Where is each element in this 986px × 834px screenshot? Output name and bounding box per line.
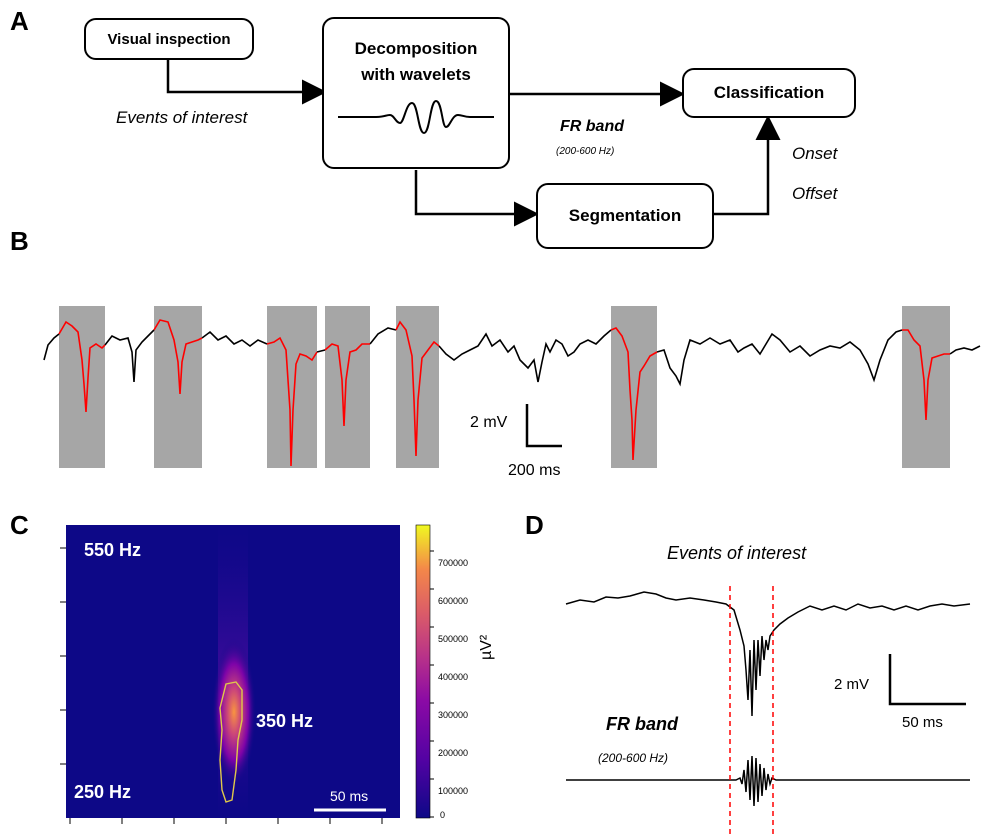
colorbar-tick-label: 300000 <box>438 710 469 720</box>
event-window <box>325 306 370 468</box>
eeg-trace <box>43 327 981 387</box>
colorbar-tick-label: 600000 <box>438 596 469 606</box>
arrow-visual-to-decomposition <box>166 58 327 105</box>
scale-bar-b <box>525 404 562 448</box>
raw-event-trace <box>565 591 971 717</box>
fr-range-label-a: (200-600 Hz) <box>556 146 615 157</box>
colorbar-tick-label: 100000 <box>438 786 469 796</box>
colorbar-tick-label-zero: 0 <box>440 810 446 820</box>
scale-voltage-d: 2 mV <box>834 676 870 693</box>
panel-label-d: D <box>525 510 544 540</box>
arrow-segmentation-to-classification <box>714 115 781 216</box>
colorbar-ticks <box>430 550 434 818</box>
event-traces <box>58 319 950 467</box>
colorbar-tick-label: 500000 <box>438 634 469 644</box>
wavelet-icon <box>338 99 494 135</box>
decomposition-label-line1: Decomposition <box>354 39 478 58</box>
onset-label: Onset <box>792 144 838 163</box>
power-hotspot <box>212 638 256 786</box>
panel-label-b: B <box>10 226 29 256</box>
freq-label-350: 350 Hz <box>256 711 314 731</box>
colorbar-tick-label: 200000 <box>438 748 469 758</box>
colorbar-tick-labels: 700000 600000 500000 400000 300000 20000… <box>438 544 468 810</box>
classification-box: Classification <box>682 68 856 118</box>
visual-inspection-box: Visual inspection <box>84 18 254 60</box>
event-windows <box>59 306 950 468</box>
decomposition-box: Decomposition with wavelets <box>322 17 510 169</box>
scale-time-c: 50 ms <box>330 788 369 804</box>
visual-inspection-label: Visual inspection <box>107 30 231 48</box>
events-of-interest-label-d: Events of interest <box>667 543 807 563</box>
classification-label: Classification <box>713 83 825 102</box>
segmentation-box: Segmentation <box>536 183 714 249</box>
offset-label: Offset <box>792 184 838 203</box>
scale-voltage-b: 2 mV <box>470 414 508 431</box>
freq-label-250: 250 Hz <box>74 782 132 802</box>
fr-range-label-d: (200-600 Hz) <box>598 751 669 765</box>
panel-label-c: C <box>10 510 29 540</box>
fr-band-label-d: FR band <box>606 714 678 734</box>
event-window <box>154 306 202 468</box>
arrow-decomposition-to-segmentation <box>414 170 539 227</box>
event-window <box>396 306 439 468</box>
event-window <box>59 306 105 468</box>
colorbar <box>415 524 431 819</box>
significance-contour <box>219 681 243 803</box>
scale-time-b: 200 ms <box>508 462 561 479</box>
scale-bar-d <box>888 654 966 706</box>
segmentation-label: Segmentation <box>568 206 682 225</box>
scale-time-d: 50 ms <box>902 714 943 731</box>
panel-label-a: A <box>10 6 29 36</box>
decomposition-label-line2: with wavelets <box>361 65 471 84</box>
fr-band-label-a: FR band <box>560 118 624 135</box>
spectrogram-ticks <box>60 547 383 824</box>
colorbar-tick-label: 700000 <box>438 558 469 568</box>
filtered-event-trace <box>566 755 970 807</box>
freq-label-550: 550 Hz <box>84 540 142 560</box>
events-of-interest-label-a: Events of interest <box>116 108 248 127</box>
colorbar-tick-label: 400000 <box>438 672 469 682</box>
